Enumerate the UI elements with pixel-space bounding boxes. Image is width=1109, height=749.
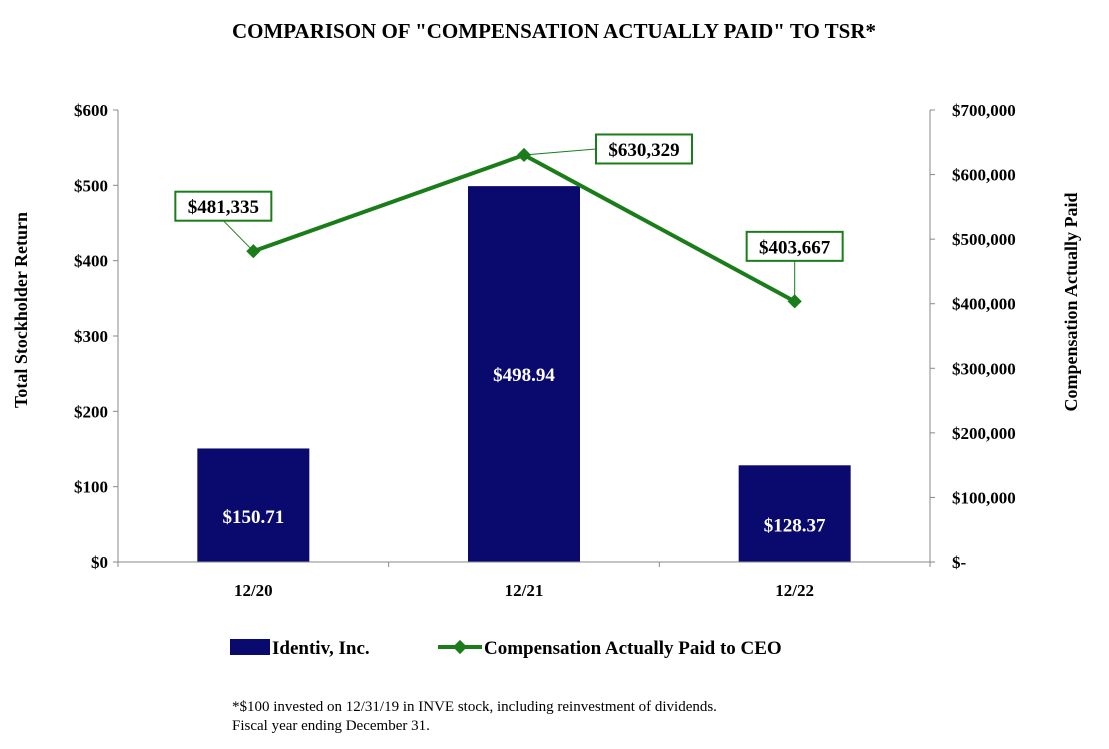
- right-tick-label: $600,000: [952, 166, 1016, 185]
- legend-line-marker: [452, 639, 468, 655]
- right-tick-label: $700,000: [952, 101, 1016, 120]
- left-axis-title: Total Stockholder Return: [11, 212, 31, 408]
- callout-box: [174, 190, 273, 222]
- left-tick-label: $100: [74, 478, 108, 497]
- right-tick-label: $200,000: [952, 424, 1016, 443]
- x-tick-label: 12/20: [234, 581, 273, 600]
- line-data-label: $630,329: [608, 140, 679, 161]
- right-tick-label: $300,000: [952, 359, 1016, 378]
- left-tick-label: $400: [74, 252, 108, 271]
- legend-bar-swatch: [230, 639, 270, 655]
- x-tick-label: 12/21: [505, 581, 544, 600]
- legend-line-label: Compensation Actually Paid to CEO: [484, 638, 782, 659]
- chart-title: COMPARISON OF "COMPENSATION ACTUALLY PAI…: [232, 19, 876, 43]
- bar-data-label: $128.37: [764, 516, 826, 537]
- footnote-line-1: *$100 invested on 12/31/19 in INVE stock…: [232, 699, 717, 715]
- left-tick-label: $0: [91, 553, 108, 572]
- line-series: $481,335 $630,329 $403,667: [174, 133, 844, 309]
- bar: [738, 465, 851, 562]
- right-tick-label: $100,000: [952, 488, 1016, 507]
- right-axis-title: Compensation Actually Paid: [1061, 192, 1081, 411]
- line-point: [516, 147, 532, 163]
- left-tick-label: $200: [74, 402, 108, 421]
- footnote-line-2: Fiscal year ending December 31.: [232, 718, 430, 734]
- right-axis-ticks: $- $100,000 $200,000 $300,000 $400,000 $500,0…: [930, 101, 1016, 572]
- x-axis-ticks: 12/20 12/21 12/22: [117, 562, 931, 600]
- callout-leader: [523, 148, 597, 156]
- x-tick-label: 12/22: [775, 581, 814, 600]
- line-data-label: $481,335: [188, 197, 259, 218]
- bar-series: $150.71 $498.94 $128.37: [197, 186, 851, 562]
- left-axis-ticks: $0 $100 $200 $300 $400 $500 $600: [74, 101, 118, 572]
- bar-data-label: $498.94: [493, 365, 555, 386]
- right-tick-label: $-: [952, 553, 967, 572]
- bar: [468, 186, 580, 562]
- line-data-label: $403,667: [759, 237, 831, 258]
- bar: [197, 448, 310, 562]
- line-point: [787, 294, 802, 309]
- callout-box: [595, 133, 693, 165]
- callout-box: [745, 230, 844, 262]
- left-tick-label: $300: [74, 327, 108, 346]
- bar-data-label: $150.71: [222, 507, 284, 528]
- callout-leader: [222, 220, 254, 252]
- right-tick-label: $400,000: [952, 295, 1016, 314]
- legend: Identiv, Inc. Compensation Actually Paid…: [230, 638, 782, 659]
- right-tick-label: $500,000: [952, 230, 1016, 249]
- legend-bar-label: Identiv, Inc.: [272, 638, 370, 659]
- left-tick-label: $500: [74, 176, 108, 195]
- left-tick-label: $600: [74, 101, 108, 120]
- chart: COMPARISON OF "COMPENSATION ACTUALLY PAI…: [11, 19, 1081, 659]
